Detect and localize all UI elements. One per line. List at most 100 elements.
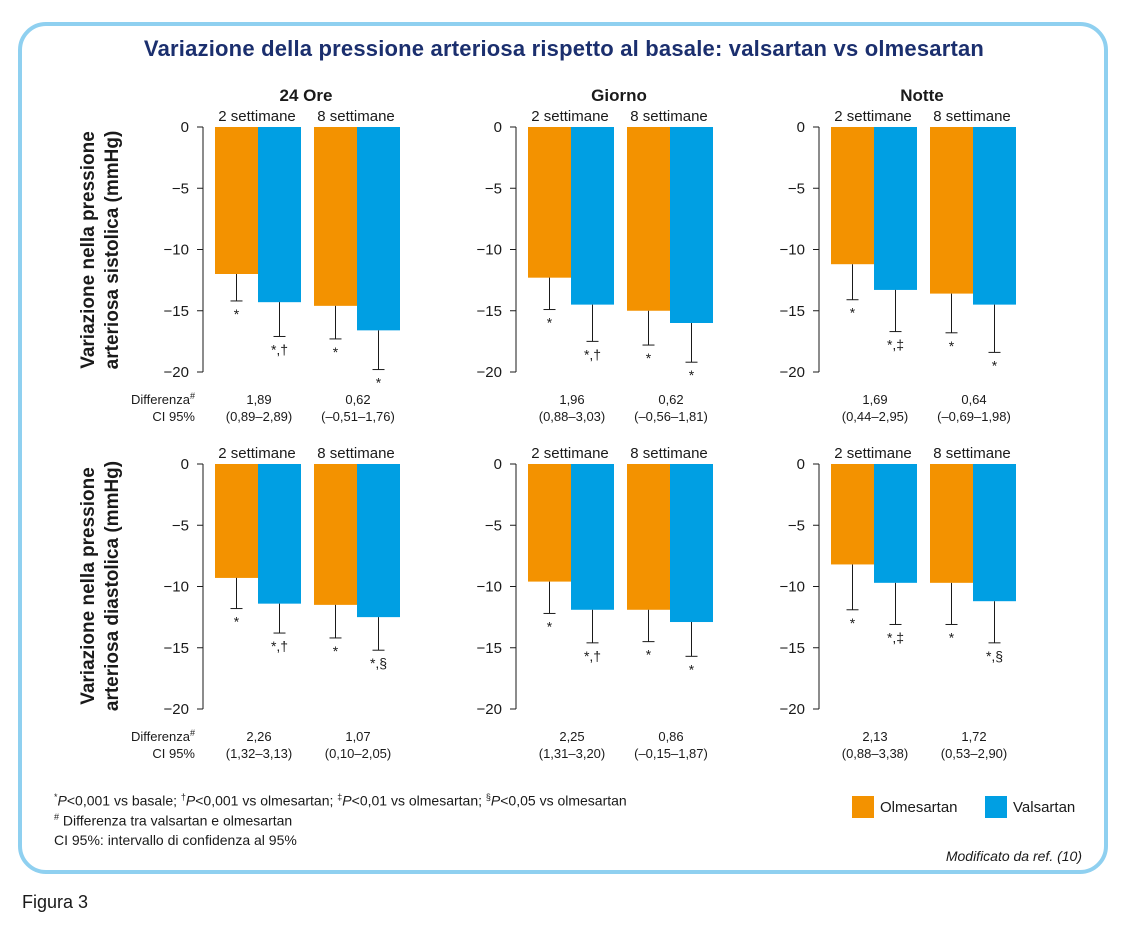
y-tick-label: −5 (172, 180, 189, 197)
ci-value: (0,89–2,89) (226, 409, 293, 424)
footnote-significance: *P<0,001 vs basale; †P<0,001 vs olmesart… (54, 792, 627, 809)
footnote-difference-mark: # (54, 812, 60, 822)
group-label: 8 settimane (933, 108, 1011, 125)
group-label: 2 settimane (834, 108, 912, 125)
significance-marker: *,† (271, 341, 288, 357)
footnote-difference: # Differenza tra valsartan e olmesartan (54, 812, 292, 829)
y-tick-label: −20 (780, 701, 805, 718)
y-axis-label: arteriosa diastolica (mmHg) (102, 461, 123, 711)
significance-marker: * (376, 375, 382, 391)
significance-marker: * (333, 643, 339, 659)
footnote-text: <0,001 vs olmesartan; (195, 792, 338, 809)
difference-label: Differenza# (131, 728, 195, 744)
significance-marker: * (234, 614, 240, 630)
bar-valsartan (571, 464, 614, 610)
significance-marker: * (949, 338, 955, 354)
bar-olmesartan (930, 127, 973, 294)
ci-value: (0,88–3,38) (842, 746, 909, 761)
y-tick-label: −20 (164, 701, 189, 718)
group-label: 2 settimane (218, 445, 296, 462)
y-tick-label: 0 (494, 119, 502, 136)
difference-value: 1,07 (345, 729, 370, 744)
legend-label-olmesartan: Olmesartan (880, 798, 958, 816)
figure-label: Figura 3 (22, 892, 89, 912)
footnote-p: P (57, 792, 67, 809)
footnote-ci: CI 95%: intervallo di confidenza al 95% (54, 832, 297, 848)
ci-value: (–0,69–1,98) (937, 409, 1011, 424)
ci-value: (–0,56–1,81) (634, 409, 708, 424)
difference-value: 1,89 (246, 392, 271, 407)
footnote-text: <0,01 vs olmesartan; (351, 792, 486, 809)
bar-valsartan (357, 127, 400, 331)
significance-marker: * (992, 357, 998, 373)
significance-marker: *,† (271, 638, 288, 654)
group-label: 8 settimane (630, 108, 708, 125)
ci-value: (0,88–3,03) (539, 409, 606, 424)
group-label: 2 settimane (531, 108, 609, 125)
bar-olmesartan (831, 464, 874, 565)
difference-value: 1,69 (862, 392, 887, 407)
difference-value: 0,62 (345, 392, 370, 407)
bar-olmesartan (528, 464, 571, 582)
ci-value: (0,44–2,95) (842, 409, 909, 424)
y-tick-label: −10 (780, 242, 805, 259)
y-tick-label: −15 (780, 303, 805, 320)
difference-mark: # (190, 728, 195, 738)
difference-value: 2,25 (559, 729, 584, 744)
significance-marker: * (646, 350, 652, 366)
y-tick-label: −15 (477, 640, 502, 657)
bar-olmesartan (215, 127, 258, 274)
bar-valsartan (874, 464, 917, 583)
ci-value: (1,32–3,13) (226, 746, 293, 761)
difference-value: 0,86 (658, 729, 683, 744)
y-tick-label: −5 (172, 517, 189, 534)
footnote-marker: ‡ (337, 792, 343, 802)
group-label: 8 settimane (317, 445, 395, 462)
y-tick-label: −20 (477, 364, 502, 381)
bar-valsartan (973, 464, 1016, 602)
significance-marker: * (646, 647, 652, 663)
bar-olmesartan (930, 464, 973, 583)
y-tick-label: 0 (181, 119, 189, 136)
difference-value: 2,26 (246, 729, 271, 744)
y-tick-label: −15 (164, 303, 189, 320)
difference-value: 2,13 (862, 729, 887, 744)
y-axis-label: Variazione nella pressione (78, 467, 99, 705)
group-label: 2 settimane (218, 108, 296, 125)
bar-valsartan (973, 127, 1016, 305)
ci-value: (0,10–2,05) (325, 746, 392, 761)
significance-marker: * (689, 367, 695, 383)
ci-value: (–0,51–1,76) (321, 409, 395, 424)
source-note: Modificato da ref. (10) (945, 848, 1082, 864)
significance-marker: *,‡ (887, 629, 904, 645)
group-label: 8 settimane (630, 445, 708, 462)
ci-value: (0,53–2,90) (941, 746, 1008, 761)
y-tick-label: −15 (477, 303, 502, 320)
significance-marker: * (547, 315, 553, 331)
footnote-p: P (490, 792, 501, 809)
significance-marker: * (547, 618, 553, 634)
footnote-text: <0,05 vs olmesartan (500, 792, 627, 809)
footnote-marker: † (180, 792, 186, 802)
y-tick-label: −20 (780, 364, 805, 381)
ci-value: (1,31–3,20) (539, 746, 606, 761)
difference-label: Differenza# (131, 391, 195, 407)
panel-title: Notte (900, 86, 943, 105)
legend-label-valsartan: Valsartan (1013, 798, 1076, 816)
legend-swatch-olmesartan (852, 796, 874, 818)
group-label: 2 settimane (834, 445, 912, 462)
chart-title: Variazione della pressione arteriosa ris… (143, 36, 985, 61)
group-label: 8 settimane (933, 445, 1011, 462)
bar-valsartan (357, 464, 400, 618)
significance-marker: *,‡ (887, 337, 904, 353)
bar-valsartan (258, 127, 301, 303)
bar-olmesartan (314, 464, 357, 605)
difference-value: 0,64 (961, 392, 986, 407)
y-tick-label: −5 (485, 180, 502, 197)
legend-swatch-valsartan (985, 796, 1007, 818)
significance-marker: * (333, 344, 339, 360)
group-label: 2 settimane (531, 445, 609, 462)
bar-olmesartan (528, 127, 571, 278)
y-tick-label: −10 (780, 579, 805, 596)
legend-item-valsartan: Valsartan (985, 796, 1075, 818)
